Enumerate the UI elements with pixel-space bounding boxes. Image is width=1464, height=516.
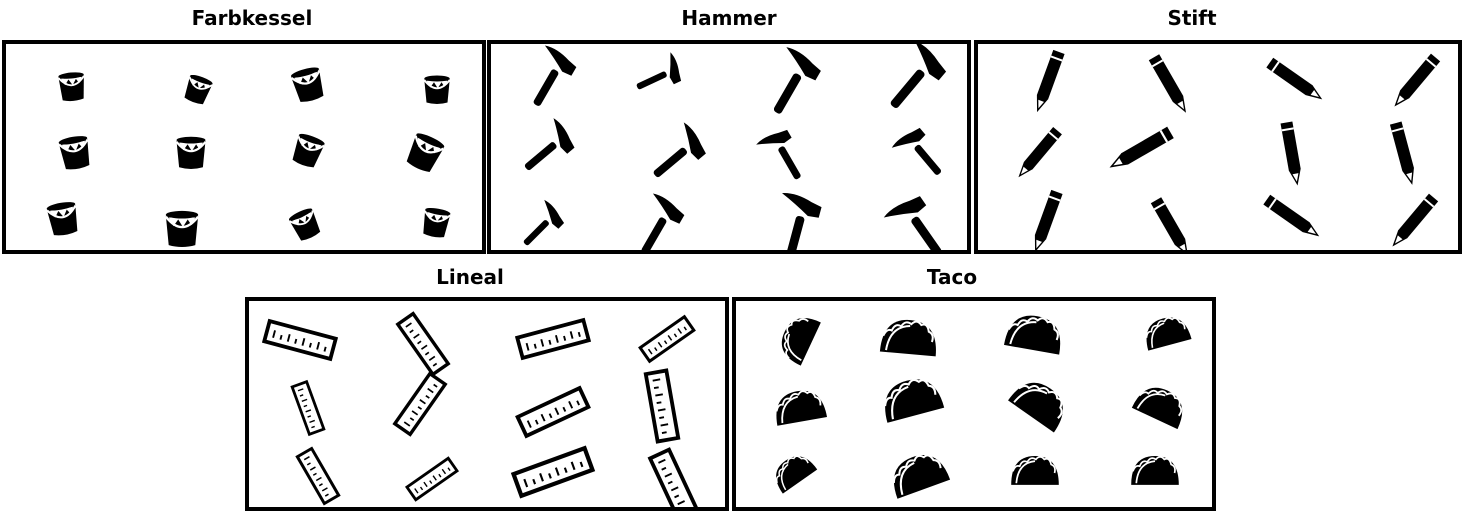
taco-icon (879, 320, 936, 357)
panel-paint-bucket (2, 40, 486, 254)
taco-icon (775, 390, 828, 426)
hammer-icon (653, 122, 706, 178)
pencil-icon (1109, 126, 1174, 168)
hammer-icon (883, 196, 942, 250)
panel-pencil (974, 40, 1462, 254)
panel-title-ruler: Lineal (436, 265, 504, 289)
taco-icon (1008, 382, 1063, 433)
taco-icon (1145, 317, 1192, 351)
taco-icon (884, 378, 945, 423)
pencil-icon (1148, 54, 1186, 113)
paint-bucket-grid (46, 67, 451, 247)
paint-bucket-icon (175, 136, 207, 169)
pencil-icon (1394, 53, 1441, 107)
panel-taco (732, 297, 1216, 511)
ruler-icon (510, 445, 596, 499)
taco-icon (892, 454, 951, 499)
taco-icon (781, 318, 821, 366)
pencil-icon (1034, 189, 1063, 250)
hammer-icon (523, 199, 565, 246)
hammer-icon (533, 45, 577, 106)
pencil-icon (1036, 49, 1065, 113)
pencil-icon (1150, 197, 1188, 250)
paint-bucket-icon (406, 133, 445, 173)
pencil-icon (1018, 127, 1062, 178)
hammer-icon (891, 127, 942, 175)
ruler-icon (392, 371, 448, 437)
ruler-icon (404, 456, 460, 502)
hammer-icon (641, 193, 685, 250)
ruler-icon (515, 385, 591, 439)
hammer-icon (773, 47, 821, 114)
pencil-icon (1266, 57, 1323, 100)
paint-bucket-icon (46, 202, 78, 236)
pencil-icon (1263, 194, 1320, 237)
panel-title-hammer: Hammer (681, 6, 777, 30)
panel-title-pencil: Stift (1167, 6, 1217, 30)
taco-icon (775, 455, 818, 494)
hammer-icon (636, 52, 682, 90)
pencil-grid (1018, 49, 1441, 250)
taco-grid (775, 315, 1192, 499)
hammer-icon (782, 193, 822, 250)
ruler-grid (261, 311, 701, 507)
taco-icon (1131, 456, 1179, 485)
ruler-icon (643, 368, 681, 444)
panel-ruler (245, 297, 729, 511)
ruler-icon (638, 314, 696, 364)
ruler-icon (261, 318, 339, 362)
ruler-icon (290, 379, 326, 437)
hammer-icon (890, 44, 947, 108)
paint-bucket-icon (290, 67, 324, 102)
pencil-icon (1392, 193, 1439, 247)
panel-title-paint-bucket: Farbkessel (191, 6, 313, 30)
taco-icon (1003, 315, 1061, 355)
panel-hammer (487, 40, 971, 254)
paint-bucket-icon (164, 210, 200, 247)
ruler-icon (395, 311, 451, 377)
taco-icon (1131, 387, 1183, 430)
paint-bucket-icon (57, 72, 85, 102)
paint-bucket-icon (423, 207, 451, 238)
pencil-icon (1389, 121, 1414, 185)
ruler-icon (647, 447, 701, 507)
paint-bucket-icon (423, 75, 451, 104)
paint-bucket-icon (184, 74, 213, 105)
taco-icon (1011, 456, 1059, 485)
pencil-icon (1280, 121, 1301, 186)
paint-bucket-icon (288, 208, 321, 241)
hammer-grid (523, 44, 947, 250)
ruler-icon (295, 446, 341, 506)
panel-title-taco: Taco (926, 265, 978, 289)
hammer-icon (756, 129, 801, 180)
hammer-icon (524, 118, 575, 171)
paint-bucket-icon (58, 136, 90, 170)
ruler-icon (514, 317, 592, 361)
paint-bucket-icon (292, 133, 325, 168)
